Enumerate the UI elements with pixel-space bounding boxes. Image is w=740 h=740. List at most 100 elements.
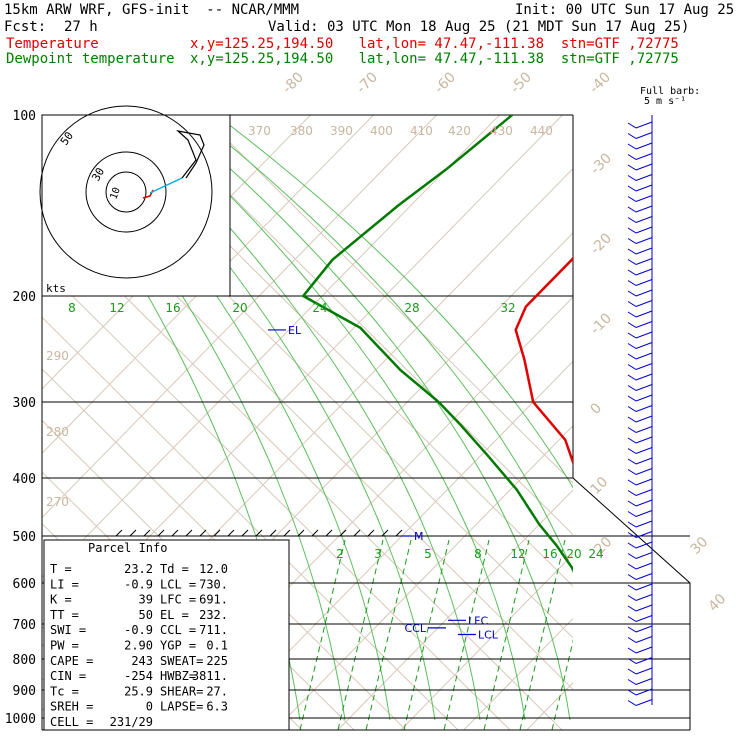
wind-barb-flag xyxy=(627,227,637,234)
hatch-mark xyxy=(283,529,291,537)
hatch-mark xyxy=(325,529,333,537)
hodograph-units-label: kts xyxy=(46,282,66,295)
parcel-row-label: CIN = xyxy=(50,669,86,683)
temperature-profile-line xyxy=(514,256,573,466)
temperature-legend-label: Temperature xyxy=(6,36,99,52)
wind-barb-flag xyxy=(627,469,637,475)
theta-label: 440 xyxy=(530,124,553,138)
parcel-level-label: CCL xyxy=(405,622,427,635)
wind-barb xyxy=(635,468,653,475)
parcel-row-label: CCL = xyxy=(160,623,196,637)
wind-barb xyxy=(635,363,653,370)
forecast-label: Fcst: xyxy=(4,19,47,35)
mixing-ratio-label: 12 xyxy=(109,301,124,315)
wind-barb-flag xyxy=(627,311,637,318)
isotherm-label: 30 xyxy=(688,534,712,558)
hatch-mark xyxy=(213,529,221,537)
theta-label: 430 xyxy=(490,124,513,138)
wind-barb-flag xyxy=(627,353,637,360)
wind-barb xyxy=(635,615,653,622)
isotherm-line xyxy=(42,115,437,519)
parcel-row-value: 39 xyxy=(139,593,153,607)
theta-label: 410 xyxy=(410,124,433,138)
wind-barb xyxy=(635,573,653,580)
isotherm-line xyxy=(716,115,740,730)
hatch-mark xyxy=(311,529,319,537)
wind-barb-flag xyxy=(627,364,637,370)
wind-barb-flag xyxy=(627,248,637,255)
parcel-row-value: 3811. xyxy=(192,669,228,683)
wind-barb-flag xyxy=(627,553,637,559)
parcel-row-value: 23.2 xyxy=(124,562,153,576)
mixing-ratio-label: 20 xyxy=(232,301,247,315)
isotherm-line xyxy=(400,553,573,730)
dry-adiabat-line xyxy=(42,729,43,730)
parcel-row-label: K = xyxy=(50,593,72,607)
mixing-ratio-line xyxy=(365,539,412,730)
wind-barb-flag xyxy=(627,322,637,328)
moist-adiabat-curve xyxy=(198,119,573,574)
isotherm-line xyxy=(211,360,573,730)
dewpoint-legend-info: x,y=125.25,194.50 lat,lon= 47.47,-111.38… xyxy=(190,51,679,67)
wind-barb xyxy=(635,184,653,192)
hatch-mark xyxy=(129,529,137,537)
wind-barb-column xyxy=(627,115,653,706)
hatch-mark xyxy=(157,529,165,537)
parcel-row-label: LCL = xyxy=(160,577,196,591)
mixing-ratio-label: 3 xyxy=(374,547,382,561)
wind-barb-flag xyxy=(627,563,637,570)
parcel-row-value: 225 xyxy=(206,654,228,668)
wind-barb xyxy=(635,447,653,454)
forecast-hour: 27 h xyxy=(64,19,98,35)
dry-adiabat-line xyxy=(42,368,407,730)
wind-barb xyxy=(635,625,653,633)
isotherm-line xyxy=(274,424,573,730)
hatch-mark xyxy=(395,529,403,537)
wind-barb xyxy=(635,531,653,538)
hatch-mark xyxy=(185,529,193,537)
wind-barb xyxy=(635,205,653,213)
mixing-ratio-line xyxy=(299,539,346,730)
wind-barb-flag xyxy=(627,290,637,297)
wind-barb xyxy=(635,426,653,433)
wind-barb-flag xyxy=(627,427,637,433)
wind-barb xyxy=(635,373,653,381)
wind-barb xyxy=(635,153,653,160)
wind-barb xyxy=(635,342,653,349)
parcel-level-label: LFC xyxy=(468,614,488,627)
wind-barb xyxy=(635,268,653,276)
wind-barb xyxy=(635,510,653,517)
wind-barb-flag xyxy=(627,532,637,538)
wind-barb xyxy=(635,384,653,391)
parcel-row-label: EL = xyxy=(160,608,189,622)
wind-barb-flag xyxy=(627,185,637,192)
wind-barb-flag xyxy=(627,700,637,706)
isotherm-line xyxy=(590,115,740,730)
hatch-mark xyxy=(143,529,151,537)
parcel-row-value: 0 xyxy=(146,700,153,714)
parcel-level-label: M xyxy=(414,530,424,543)
mixing-ratio-line xyxy=(519,539,566,730)
mixing-ratio-label: 20 xyxy=(566,547,581,561)
hatch-mark xyxy=(339,529,347,537)
wind-barb-flag xyxy=(627,584,637,591)
hatch-mark xyxy=(171,529,179,537)
wind-barb-flag xyxy=(627,374,637,381)
mixing-ratio-label: 8 xyxy=(68,301,76,315)
parcel-row-label: LI = xyxy=(50,577,79,591)
wind-barb xyxy=(635,667,653,675)
wind-barb-flag xyxy=(627,658,637,664)
wind-barb-flag xyxy=(627,406,637,412)
wind-barb-flag xyxy=(627,511,637,517)
dry-adiabat-line xyxy=(42,265,511,730)
wind-barb-flag xyxy=(627,647,637,654)
parcel-row-label: HWBZ= xyxy=(160,669,196,683)
mixing-ratio-label: 16 xyxy=(542,547,557,561)
isotherm-line xyxy=(463,617,573,730)
hatch-mark xyxy=(255,529,263,537)
pressure-tick-label: 700 xyxy=(13,618,36,633)
wind-barb xyxy=(635,520,653,528)
parcel-level-label: LCL xyxy=(478,629,499,642)
theta-label: 290 xyxy=(46,349,69,363)
pressure-tick-label: 400 xyxy=(13,472,36,487)
